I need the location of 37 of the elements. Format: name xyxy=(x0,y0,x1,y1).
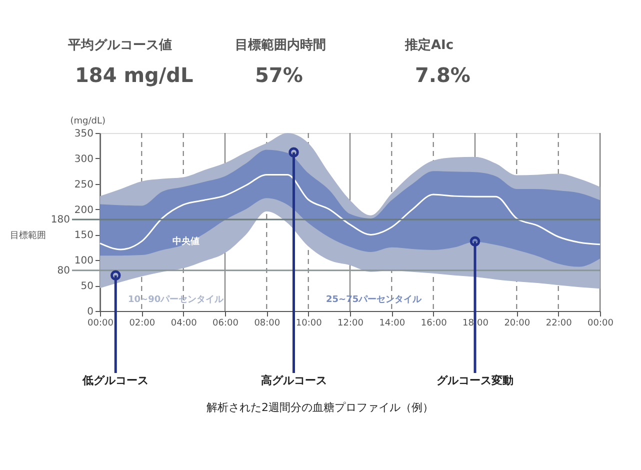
text: 平均グルコース値 xyxy=(67,38,172,53)
text: 57% xyxy=(255,63,303,87)
text: 目標範囲内時間 xyxy=(235,38,326,53)
x-tick-label: 10:00 xyxy=(296,318,322,328)
y-tick-label: 50 xyxy=(80,281,94,292)
x-tick-label: 06:00 xyxy=(212,318,239,328)
annotation: 低グルコース xyxy=(82,374,149,387)
text: 推定AIc xyxy=(404,37,454,53)
x-tick-label: 08:00 xyxy=(254,318,280,328)
text: 中央値 xyxy=(172,236,200,247)
ref-line-label: 180 xyxy=(50,214,70,226)
annotation: 高グルコース xyxy=(260,374,327,387)
x-tick-label: 22:00 xyxy=(546,318,572,328)
x-tick-label: 00:00 xyxy=(588,318,614,328)
y-tick-label: 350 xyxy=(74,128,94,140)
text: 解析された2週間分の血糖プロファイル（例） xyxy=(206,401,434,414)
text: 7.8% xyxy=(415,63,470,87)
y-tick-label: 100 xyxy=(74,256,94,267)
text: 184 mg/dL xyxy=(75,63,194,87)
y-tick-label: 250 xyxy=(74,179,94,190)
x-tick-label: 04:00 xyxy=(170,318,198,328)
x-tick-label: 16:00 xyxy=(420,318,448,328)
x-tick-label: 00:00 xyxy=(88,318,114,328)
line-series xyxy=(99,174,601,250)
y-tick-label: 300 xyxy=(74,154,94,165)
text: 目標範囲 xyxy=(10,230,46,241)
legend-label: 10~90パーセンタイル xyxy=(128,294,225,305)
x-tick-label: 12:00 xyxy=(338,318,364,328)
x-tick-label: 14:00 xyxy=(379,318,406,328)
y-tick-label: 150 xyxy=(74,230,94,242)
ref-line-label: 80 xyxy=(57,265,70,276)
y-tick-label: 200 xyxy=(74,204,94,216)
annotation: グルコース変動 xyxy=(436,374,514,387)
y-tick-label: 0 xyxy=(87,306,94,318)
x-tick-label: 02:00 xyxy=(129,318,156,328)
y-axis-title: (mg/dL) xyxy=(70,116,106,126)
x-tick-label: 20:00 xyxy=(504,318,530,328)
